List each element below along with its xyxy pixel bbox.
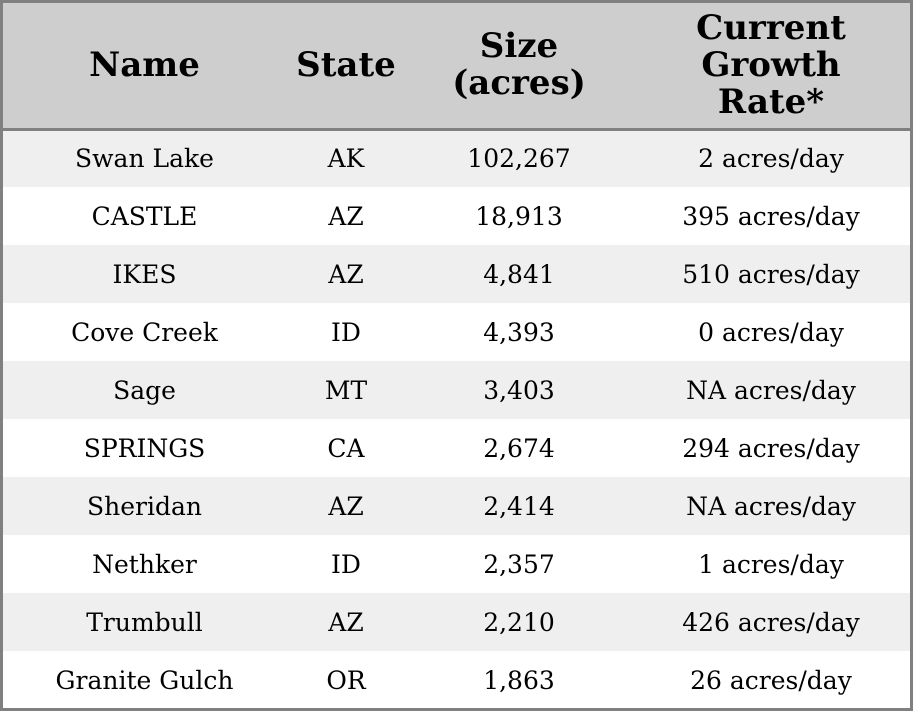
table-row: Cove Creek ID 4,393 0 acres/day bbox=[3, 303, 910, 361]
cell-growth-rate: 510 acres/day bbox=[682, 259, 860, 289]
table-row: CASTLE AZ 18,913 395 acres/day bbox=[3, 187, 910, 245]
cell-state: AZ bbox=[328, 259, 364, 289]
cell-state: AZ bbox=[328, 607, 364, 637]
cell-growth-rate: 1 acres/day bbox=[698, 549, 844, 579]
table-row: Swan Lake AK 102,267 2 acres/day bbox=[3, 129, 910, 187]
cell-state: AZ bbox=[328, 491, 364, 521]
header-line: State bbox=[296, 44, 396, 85]
cell-growth-rate: 2 acres/day bbox=[698, 144, 844, 174]
table-row: Granite Gulch OR 1,863 26 acres/day bbox=[3, 651, 910, 708]
cell-name: Nethker bbox=[92, 549, 197, 579]
table-row: Sage MT 3,403 NA acres/day bbox=[3, 361, 910, 419]
cell-size: 1,863 bbox=[483, 665, 555, 695]
fires-table: Name State Size (acres) Current Growth R… bbox=[3, 3, 910, 708]
cell-state: ID bbox=[331, 317, 361, 347]
cell-name: Swan Lake bbox=[75, 144, 214, 174]
cell-size: 4,393 bbox=[483, 317, 555, 347]
cell-growth-rate: NA acres/day bbox=[686, 375, 856, 405]
table-row: Trumbull AZ 2,210 426 acres/day bbox=[3, 593, 910, 651]
cell-size: 2,210 bbox=[483, 607, 555, 637]
cell-state: ID bbox=[331, 549, 361, 579]
table-row: IKES AZ 4,841 510 acres/day bbox=[3, 245, 910, 303]
cell-name: CASTLE bbox=[91, 201, 198, 231]
table-header: Name State Size (acres) Current Growth R… bbox=[3, 3, 910, 131]
cell-name: Sage bbox=[113, 375, 176, 405]
cell-state: AK bbox=[327, 144, 365, 174]
cell-size: 102,267 bbox=[467, 144, 571, 174]
cell-state: AZ bbox=[328, 201, 364, 231]
table-row: Nethker ID 2,357 1 acres/day bbox=[3, 535, 910, 593]
cell-size: 3,403 bbox=[483, 375, 555, 405]
cell-size: 2,674 bbox=[483, 433, 555, 463]
cell-growth-rate: NA acres/day bbox=[686, 491, 856, 521]
cell-name: Cove Creek bbox=[71, 317, 218, 347]
column-header-state: State bbox=[286, 3, 406, 131]
cell-name: Sheridan bbox=[87, 491, 202, 521]
cell-growth-rate: 395 acres/day bbox=[682, 201, 860, 231]
header-line: Size bbox=[479, 26, 559, 67]
column-header-growth-rate: Current Growth Rate* bbox=[632, 3, 910, 131]
table-row: SPRINGS CA 2,674 294 acres/day bbox=[3, 419, 910, 477]
header-line: (acres) bbox=[452, 63, 586, 104]
cell-name: Granite Gulch bbox=[55, 665, 234, 695]
column-header-name: Name bbox=[3, 3, 286, 131]
cell-growth-rate: 0 acres/day bbox=[698, 317, 844, 347]
header-line: Name bbox=[89, 44, 200, 85]
cell-size: 2,357 bbox=[483, 549, 555, 579]
cell-growth-rate: 26 acres/day bbox=[690, 665, 852, 695]
cell-name: IKES bbox=[112, 259, 177, 289]
cell-growth-rate: 294 acres/day bbox=[682, 433, 860, 463]
cell-state: CA bbox=[327, 433, 365, 463]
header-line: Rate* bbox=[717, 81, 825, 122]
header-row: Name State Size (acres) Current Growth R… bbox=[3, 3, 910, 131]
header-line: Current bbox=[696, 7, 846, 48]
cell-size: 2,414 bbox=[483, 491, 555, 521]
table-row: Sheridan AZ 2,414 NA acres/day bbox=[3, 477, 910, 535]
cell-state: OR bbox=[326, 665, 366, 695]
cell-name: Trumbull bbox=[86, 607, 203, 637]
cell-name: SPRINGS bbox=[83, 433, 206, 463]
cell-state: MT bbox=[324, 375, 368, 405]
cell-size: 18,913 bbox=[475, 201, 563, 231]
header-line: Growth bbox=[701, 44, 841, 85]
column-header-size: Size (acres) bbox=[406, 3, 632, 131]
cell-growth-rate: 426 acres/day bbox=[682, 607, 860, 637]
table-body: Swan Lake AK 102,267 2 acres/day CASTLE AZ 18,… bbox=[3, 129, 910, 708]
cell-size: 4,841 bbox=[483, 259, 555, 289]
